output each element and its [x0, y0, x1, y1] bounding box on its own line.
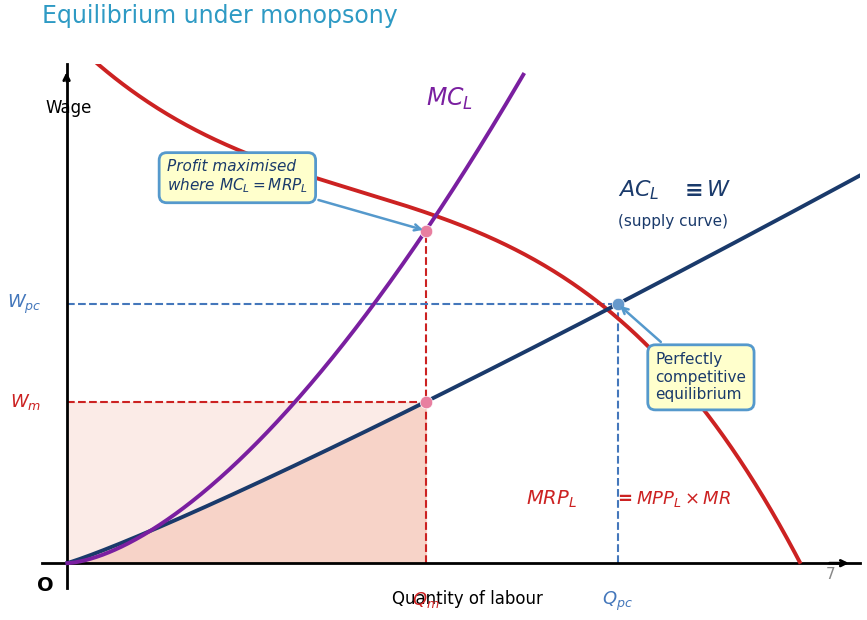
Polygon shape	[67, 402, 426, 563]
Text: $W_{pc}$: $W_{pc}$	[7, 293, 42, 316]
Text: Quantity of labour: Quantity of labour	[392, 590, 543, 608]
Text: $\mathbf{= \it{MPP}_L \times \it{MR}}$: $\mathbf{= \it{MPP}_L \times \it{MR}}$	[614, 489, 731, 510]
Text: $\mathbf{\it{MRP}_L}$: $\mathbf{\it{MRP}_L}$	[526, 489, 577, 510]
Polygon shape	[67, 402, 426, 563]
Text: $Q_{pc}$: $Q_{pc}$	[603, 590, 633, 613]
Text: Perfectly
competitive
equilibrium: Perfectly competitive equilibrium	[622, 308, 746, 402]
Text: $\mathbf{\it{AC}_L}$: $\mathbf{\it{AC}_L}$	[618, 179, 660, 202]
Text: Equilibrium under monopsony: Equilibrium under monopsony	[42, 4, 397, 28]
Text: 7: 7	[826, 567, 836, 582]
Text: (supply curve): (supply curve)	[618, 214, 727, 229]
Text: $\mathbf{\it{W}}$: $\mathbf{\it{W}}$	[706, 180, 730, 200]
Text: Wage: Wage	[46, 99, 92, 117]
Text: $\it{MC}_L$: $\it{MC}_L$	[426, 86, 473, 112]
Text: O: O	[37, 576, 54, 595]
Text: $W_m$: $W_m$	[10, 392, 42, 412]
Text: Profit maximised
where $\it{MC}_L = \it{MRP}_L$: Profit maximised where $\it{MC}_L = \it{…	[166, 159, 420, 231]
Text: $\mathbf{\equiv}$: $\mathbf{\equiv}$	[681, 180, 703, 200]
Text: $Q_m$: $Q_m$	[412, 590, 440, 610]
